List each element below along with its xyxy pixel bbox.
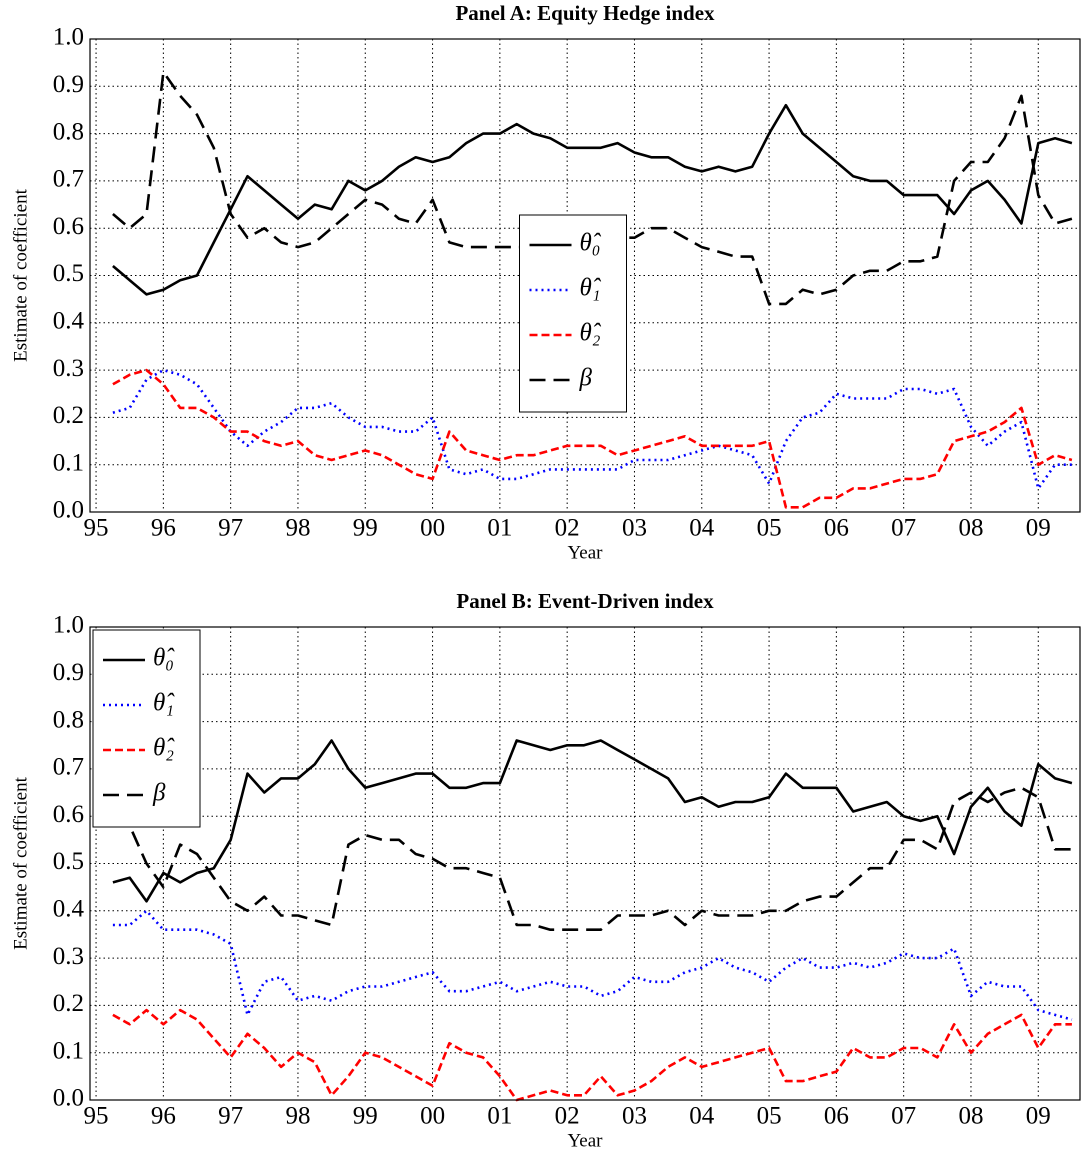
x-tick-label: 01 xyxy=(487,515,512,542)
x-tick-label: 98 xyxy=(285,515,310,542)
x-tick-label: 03 xyxy=(622,515,647,542)
x-tick-label: 05 xyxy=(757,515,782,542)
y-tick-label: 0.9 xyxy=(53,659,84,686)
x-tick-label: 95 xyxy=(84,1103,109,1130)
y-tick-label: 0.7 xyxy=(53,754,84,781)
x-tick-label: 07 xyxy=(891,1103,916,1130)
x-tick-label: 08 xyxy=(958,1103,983,1130)
y-tick-label: 1.0 xyxy=(53,612,84,639)
x-tick-label: 09 xyxy=(1026,1103,1051,1130)
y-tick-label: 0.5 xyxy=(53,848,84,875)
x-tick-label: 06 xyxy=(824,515,849,542)
y-tick-label: 0.5 xyxy=(53,260,84,287)
y-tick-label: 0.4 xyxy=(53,308,85,335)
legend-label: θ̂₁ xyxy=(580,275,602,302)
y-tick-label: 0.8 xyxy=(53,706,84,733)
y-tick-label: 0.0 xyxy=(53,497,84,524)
y-tick-label: 0.0 xyxy=(53,1085,84,1112)
legend-label: β xyxy=(152,780,166,807)
legend-box xyxy=(92,629,201,828)
x-tick-label: 00 xyxy=(420,1103,445,1130)
x-tick-label: 96 xyxy=(151,515,176,542)
x-tick-label: 05 xyxy=(757,1103,782,1130)
x-axis-label: Year xyxy=(567,1130,603,1151)
panel: Panel B: Event-Driven index 0.0 0.1 0.2 0.3 0… xyxy=(10,589,1081,1151)
legend-label: β xyxy=(579,365,593,392)
chart-title: Panel B: Event-Driven index xyxy=(456,589,714,613)
y-tick-label: 0.1 xyxy=(53,449,84,476)
x-tick-label: 00 xyxy=(420,515,445,542)
legend-label: θ̂₀ xyxy=(580,230,602,257)
y-tick-label: 0.3 xyxy=(53,355,84,382)
x-tick-label: 07 xyxy=(891,515,916,542)
series-line xyxy=(112,368,1073,509)
x-tick-label: 98 xyxy=(285,1103,310,1130)
legend-label: θ̂₀ xyxy=(153,645,175,672)
x-tick-label: 97 xyxy=(218,1103,243,1130)
x-tick-label: 09 xyxy=(1026,515,1051,542)
x-axis-label: Year xyxy=(567,542,603,563)
legend: θ̂₀ θ̂₁ θ̂₂ β xyxy=(92,629,201,828)
x-tick-label: 95 xyxy=(84,515,109,542)
series-line xyxy=(112,739,1073,903)
legend: θ̂₀ θ̂₁ θ̂₂ β xyxy=(519,214,627,413)
panel: Panel A: Equity Hedge index 0.0 0.1 0.2 0.3 0… xyxy=(10,1,1081,563)
legend-label: θ̂₁ xyxy=(153,690,175,717)
legend-label: θ̂₂ xyxy=(153,735,175,762)
x-tick-label: 08 xyxy=(958,515,983,542)
y-tick-label: 0.3 xyxy=(53,943,84,970)
x-tick-label: 99 xyxy=(353,1103,378,1130)
series-line xyxy=(112,909,1073,1021)
x-tick-label: 02 xyxy=(555,515,580,542)
x-tick-label: 04 xyxy=(689,1103,715,1130)
y-axis-label: Estimate of coefficient xyxy=(10,188,31,361)
series-line xyxy=(112,103,1073,296)
series-line xyxy=(112,1008,1072,1102)
series-line xyxy=(112,368,1072,490)
plot-frame xyxy=(89,38,1081,513)
y-tick-label: 0.6 xyxy=(53,213,84,240)
series-line xyxy=(112,786,1072,931)
x-tick-label: 03 xyxy=(622,1103,647,1130)
y-tick-label: 0.2 xyxy=(53,990,84,1017)
x-tick-label: 99 xyxy=(353,515,378,542)
y-tick-label: 0.6 xyxy=(53,801,84,828)
x-tick-label: 96 xyxy=(151,1103,176,1130)
x-tick-label: 06 xyxy=(824,1103,849,1130)
y-axis-label: Estimate of coefficient xyxy=(10,776,31,949)
y-tick-label: 0.4 xyxy=(53,896,85,923)
chart-title: Panel A: Equity Hedge index xyxy=(455,1,715,25)
x-tick-label: 04 xyxy=(689,515,715,542)
y-tick-label: 0.9 xyxy=(53,71,84,98)
y-tick-label: 0.2 xyxy=(53,402,84,429)
y-tick-label: 1.0 xyxy=(53,24,84,51)
x-tick-label: 01 xyxy=(487,1103,512,1130)
plot-frame xyxy=(89,626,1081,1101)
x-tick-label: 02 xyxy=(555,1103,580,1130)
x-tick-label: 97 xyxy=(218,515,243,542)
y-tick-label: 0.1 xyxy=(53,1037,84,1064)
y-tick-label: 0.7 xyxy=(53,166,84,193)
legend-label: θ̂₂ xyxy=(580,320,602,347)
y-tick-label: 0.8 xyxy=(53,118,84,145)
